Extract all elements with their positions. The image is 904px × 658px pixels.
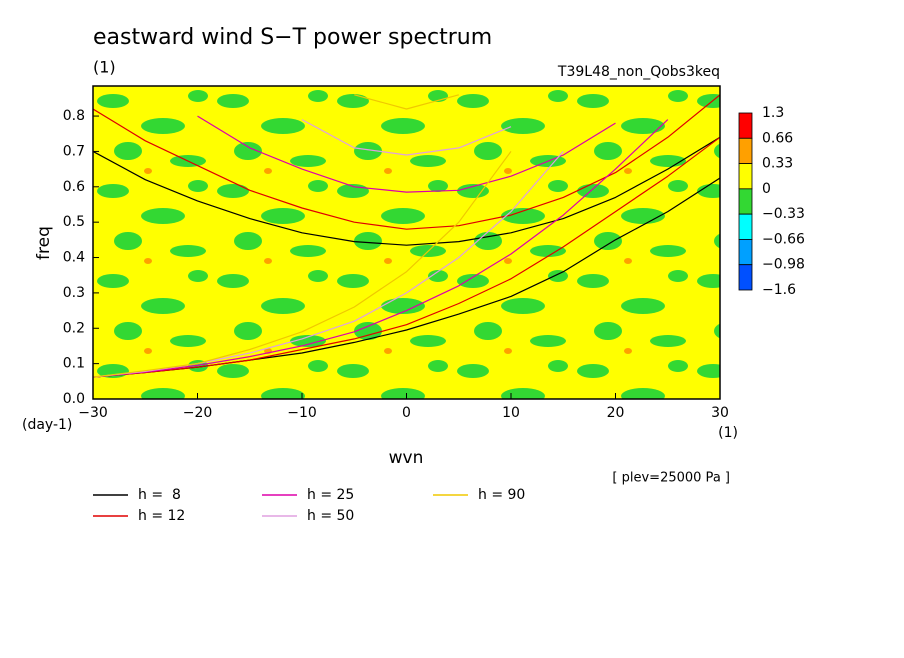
dispersion-curve xyxy=(197,115,616,193)
field xyxy=(93,86,720,399)
run-label: T39L48_non_Qobs3keq xyxy=(557,64,720,80)
x-unit: (1) xyxy=(718,425,738,441)
y-tick-label: 0.6 xyxy=(63,179,85,195)
y-tick-label: 0.4 xyxy=(63,250,85,266)
dispersion-curve xyxy=(301,119,512,156)
colorbar-box xyxy=(738,264,753,291)
x-tick-label: 0 xyxy=(402,405,411,421)
y-tick-label: 0.7 xyxy=(63,143,85,159)
y-tick-label: 0.5 xyxy=(63,214,85,230)
legend-label: h = 12 xyxy=(138,508,185,524)
y-tick-label: 0.8 xyxy=(63,108,85,124)
dispersion-curve xyxy=(93,119,669,378)
colorbar-label: 0.33 xyxy=(762,156,793,172)
y-tick-label: 0.2 xyxy=(63,320,85,336)
annotation: [ plev=25000 Pa ] xyxy=(612,471,730,486)
legend-label: h = 25 xyxy=(307,487,354,503)
x-tick-label: 30 xyxy=(711,405,729,421)
y-tick-label: 0.1 xyxy=(63,356,85,372)
colorbar-label: 0 xyxy=(762,181,771,197)
curves xyxy=(93,94,720,378)
legend-label: h = 50 xyxy=(307,508,354,524)
colorbar-label: −0.66 xyxy=(762,231,805,247)
dispersion-curve xyxy=(93,136,720,378)
x-tick-label: 20 xyxy=(607,405,625,421)
x-tick-label: −30 xyxy=(78,405,108,421)
subtitle: (1) xyxy=(93,58,116,77)
y-tick-label: 0.3 xyxy=(63,285,85,301)
x-tick-label: −10 xyxy=(287,405,317,421)
x-tick-label: −20 xyxy=(183,405,213,421)
chart-title: eastward wind S−T power spectrum xyxy=(93,25,492,50)
colorbar-box xyxy=(738,239,753,266)
colorbar-label: −0.98 xyxy=(762,257,805,273)
x-tick-label: 10 xyxy=(502,405,520,421)
legend-label: h = 8 xyxy=(138,487,181,503)
colorbar-label: −0.33 xyxy=(762,206,805,222)
colorbar-label: −1.6 xyxy=(762,282,796,298)
colorbar-box xyxy=(738,213,753,240)
colorbar-label: 1.3 xyxy=(762,105,784,121)
legend-label: h = 90 xyxy=(478,487,525,503)
colorbar-box xyxy=(738,188,753,215)
x-axis-label: wvn xyxy=(389,448,424,468)
dispersion-curve xyxy=(93,151,512,378)
colorbar-box xyxy=(738,112,753,139)
dispersion-curve xyxy=(354,94,459,110)
colorbar-label: 0.66 xyxy=(762,130,793,146)
y-unit: (day-1) xyxy=(22,417,72,433)
y-axis-label: freq xyxy=(34,226,54,260)
colorbar-box xyxy=(738,137,753,164)
dispersion-curve xyxy=(93,94,720,230)
dispersion-curve xyxy=(93,136,720,246)
colorbar-box xyxy=(738,163,753,190)
y-tick-label: 0.0 xyxy=(63,391,85,407)
